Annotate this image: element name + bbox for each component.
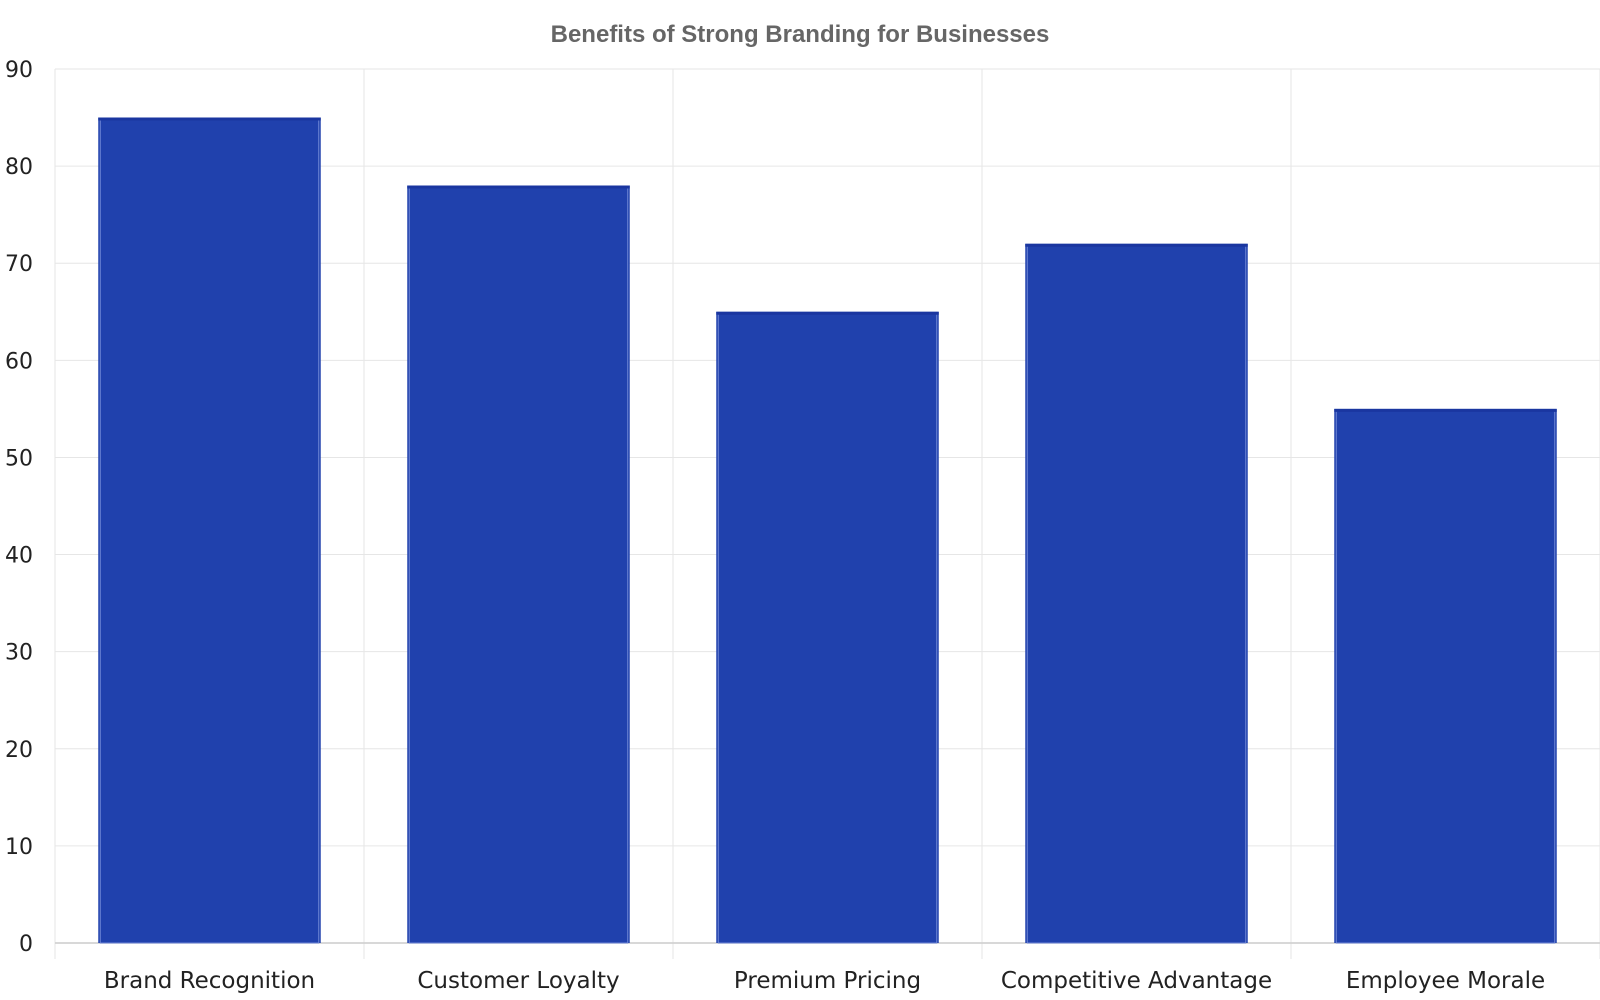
x-tick-label: Employee Morale xyxy=(1346,968,1545,994)
y-axis: 0 10 20 30 40 50 60 70 80 90 xyxy=(5,58,33,957)
bars xyxy=(98,117,1557,944)
bar xyxy=(407,185,630,944)
y-tick-label: 80 xyxy=(5,155,33,180)
y-tick-label: 30 xyxy=(5,641,33,666)
x-tick-label: Customer Loyalty xyxy=(417,968,619,994)
bar xyxy=(1334,408,1557,943)
y-tick-label: 0 xyxy=(19,932,33,957)
y-tick-label: 70 xyxy=(5,252,33,277)
y-tick-label: 40 xyxy=(5,544,33,569)
bar xyxy=(716,311,939,943)
y-tick-label: 50 xyxy=(5,446,33,471)
y-tick-label: 60 xyxy=(5,349,33,374)
chart-title: Benefits of Strong Branding for Business… xyxy=(551,21,1050,48)
y-tick-label: 20 xyxy=(5,738,33,763)
y-tick-label: 10 xyxy=(5,835,33,860)
y-tick-label: 90 xyxy=(5,58,33,83)
bar xyxy=(98,117,321,944)
x-tick-label: Competitive Advantage xyxy=(1001,968,1272,994)
bar xyxy=(1025,243,1248,944)
x-tick-label: Brand Recognition xyxy=(104,968,315,994)
x-axis: Brand Recognition Customer Loyalty Premium… xyxy=(104,968,1545,994)
x-tick-label: Premium Pricing xyxy=(734,968,921,994)
